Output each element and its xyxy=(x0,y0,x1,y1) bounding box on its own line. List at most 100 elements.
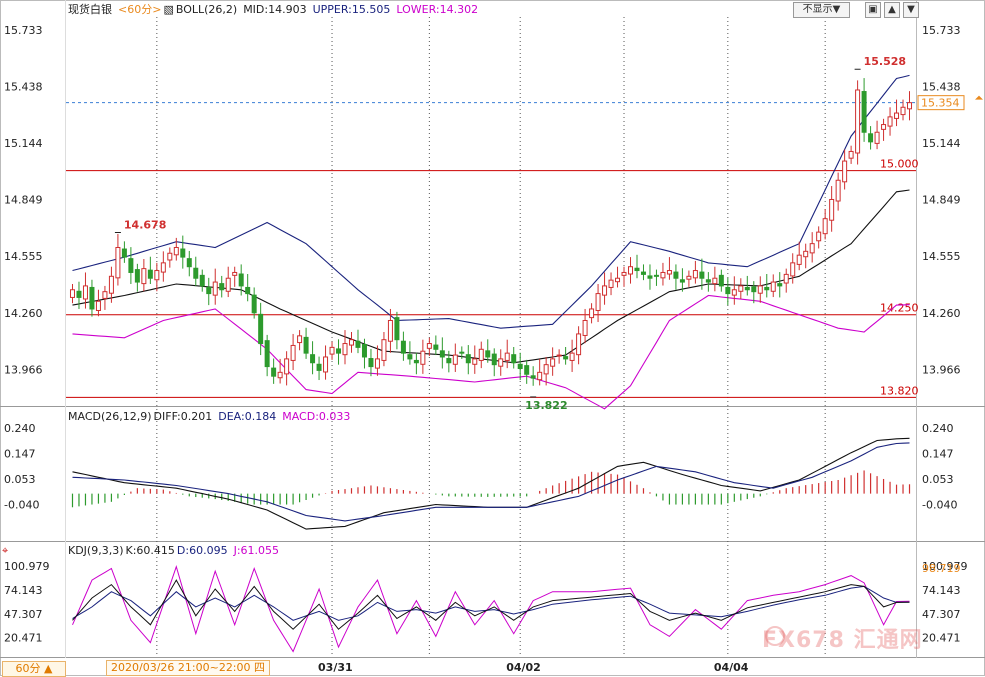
arrow-down-icon[interactable]: ▼ xyxy=(903,2,919,18)
candle-body xyxy=(374,358,380,369)
current-price-label: 15.354 xyxy=(921,97,960,110)
candle xyxy=(822,209,828,240)
candle xyxy=(770,274,776,298)
candle xyxy=(816,226,822,249)
kdj-d: D:60.095 xyxy=(176,544,228,557)
candle xyxy=(647,264,653,290)
candle xyxy=(576,326,582,365)
crosshair-icon[interactable]: ⌖ xyxy=(2,544,9,557)
kdj-tick-right: 47.307 xyxy=(922,608,961,621)
candle xyxy=(543,356,549,386)
candle-body xyxy=(420,350,426,365)
macd-diff: DIFF:0.201 xyxy=(153,410,213,423)
candle xyxy=(692,260,698,284)
candle-body xyxy=(452,354,458,365)
period-label[interactable]: <60分> xyxy=(118,3,162,16)
candle xyxy=(465,345,471,375)
candle-body xyxy=(193,267,199,279)
candle xyxy=(783,268,789,293)
period-button[interactable]: 60分 ▲ xyxy=(2,661,66,677)
candle xyxy=(595,283,601,323)
candle-body xyxy=(465,354,471,364)
candle-body xyxy=(368,358,374,368)
candle-body xyxy=(744,286,750,291)
candle-body xyxy=(809,243,815,254)
price-arrow-icon xyxy=(975,95,983,100)
candle xyxy=(452,343,458,372)
candle xyxy=(439,337,445,369)
candle xyxy=(173,237,179,261)
candle-body xyxy=(472,358,478,365)
hide-dropdown[interactable]: 不显示▼ xyxy=(793,2,850,18)
candle xyxy=(374,345,380,376)
candle-body xyxy=(524,365,530,375)
candle-body xyxy=(361,343,367,358)
candle xyxy=(491,348,497,377)
macd-tick-right: -0.040 xyxy=(922,499,957,512)
candle xyxy=(809,232,815,263)
candle xyxy=(790,253,796,284)
candle xyxy=(225,266,231,298)
candle-body xyxy=(115,246,121,279)
candle xyxy=(751,281,757,304)
candle-body xyxy=(147,269,153,279)
candle-body xyxy=(485,350,491,358)
candle xyxy=(615,266,621,288)
candle xyxy=(907,91,913,121)
candle xyxy=(602,272,608,305)
candle-body xyxy=(582,319,588,336)
candle xyxy=(472,345,478,374)
watermark: FX678 汇通网 xyxy=(762,628,923,653)
candle-body xyxy=(212,281,218,296)
collapse-icon[interactable]: ▣ xyxy=(865,2,881,18)
y-tick-label-right: 13.966 xyxy=(922,363,961,376)
candle-body xyxy=(829,198,835,221)
candle-body xyxy=(407,354,413,360)
kdj-name: KDJ(9,3,3) xyxy=(68,544,124,557)
candle-body xyxy=(186,258,192,268)
y-tick-label-right: 15.438 xyxy=(922,81,961,94)
candle-body xyxy=(394,317,400,341)
candle xyxy=(524,359,530,384)
candle-body xyxy=(537,371,543,381)
candle-body xyxy=(796,254,802,265)
candle xyxy=(803,243,809,269)
kdj-tick-left: 20.471 xyxy=(4,632,43,645)
macd-diff-line xyxy=(72,437,910,530)
kdj-current-label: 98.719 xyxy=(922,562,961,575)
candle xyxy=(712,266,718,292)
candle xyxy=(653,269,659,286)
candle-body xyxy=(128,258,134,273)
candle-body xyxy=(679,279,685,283)
boll-icon: ▧ xyxy=(163,3,174,16)
candle xyxy=(212,268,218,305)
candle xyxy=(485,339,491,363)
candle-body xyxy=(134,269,140,283)
candle xyxy=(764,274,770,298)
y-tick-label-right: 14.260 xyxy=(922,307,961,320)
cursor-date-label: 2020/03/26 21:00~22:00 四 xyxy=(106,660,271,676)
y-tick-label-right: 15.733 xyxy=(922,24,961,37)
candle xyxy=(757,276,763,303)
candle-body xyxy=(323,356,329,373)
candle-body xyxy=(848,150,854,159)
candle-body xyxy=(180,248,186,258)
candle xyxy=(705,272,711,292)
candle xyxy=(725,277,731,306)
candle xyxy=(628,257,634,284)
candle-body xyxy=(498,358,504,367)
x-axis-label: 03/31 xyxy=(318,661,353,674)
arrow-up-icon[interactable]: ▲ xyxy=(884,2,900,18)
candle xyxy=(69,283,75,304)
candle xyxy=(277,358,283,384)
candle xyxy=(744,275,750,296)
candle xyxy=(511,346,517,369)
candle-body xyxy=(790,262,796,277)
candle-body xyxy=(381,339,387,361)
candle xyxy=(446,350,452,373)
candle xyxy=(498,349,504,376)
candle-body xyxy=(705,279,711,283)
candle-body xyxy=(348,339,354,346)
candle-body xyxy=(647,275,653,279)
